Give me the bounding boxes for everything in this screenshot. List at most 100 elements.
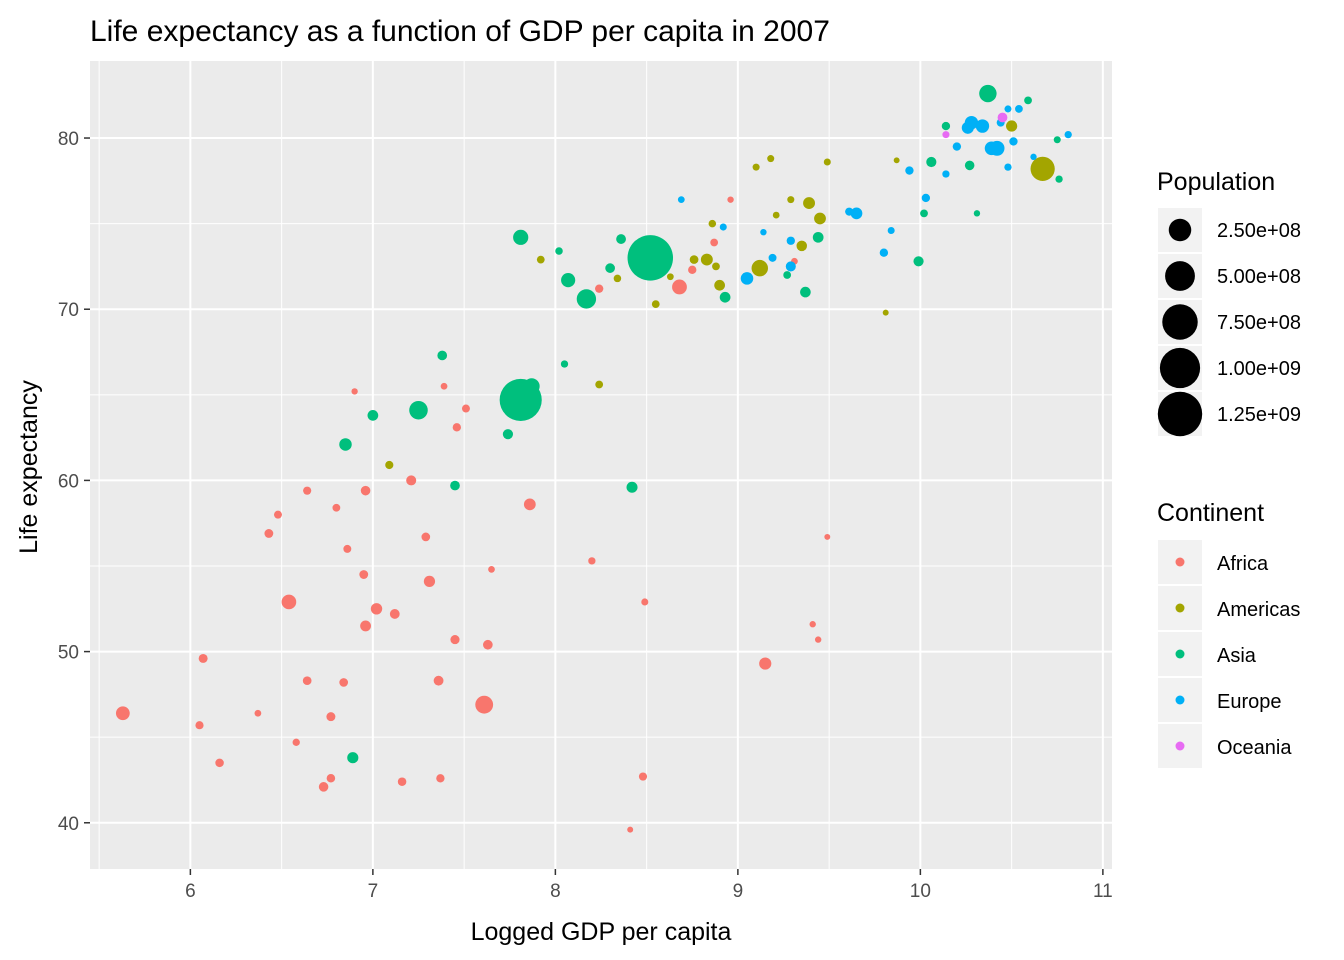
point-africa: [281, 594, 297, 610]
point-africa: [436, 774, 445, 783]
continent-legend-label-europe: Europe: [1217, 691, 1282, 713]
y-axis: 40 50 60 70 80: [58, 129, 90, 835]
point-europe: [786, 236, 795, 245]
point-africa: [759, 657, 772, 670]
point-americas: [385, 460, 394, 470]
point-americas: [814, 212, 826, 225]
point-europe: [942, 170, 950, 178]
point-europe: [952, 142, 962, 151]
point-africa: [433, 675, 444, 686]
point-americas: [796, 240, 808, 252]
point-asia: [347, 752, 359, 764]
y-axis-title: Life expectancy: [15, 380, 43, 554]
point-europe: [1015, 105, 1023, 113]
point-europe: [1064, 130, 1072, 139]
point-asia: [979, 84, 997, 103]
point-asia: [450, 480, 460, 491]
point-asia: [339, 438, 352, 451]
point-europe: [719, 223, 727, 231]
point-oceania: [997, 112, 1008, 123]
point-africa: [588, 557, 596, 565]
point-asia: [561, 273, 576, 288]
point-asia: [719, 291, 731, 303]
point-africa: [339, 678, 349, 687]
y-tick-label: 80: [58, 129, 79, 150]
point-europe: [879, 248, 889, 257]
point-europe: [1009, 137, 1018, 146]
population-legend-key: [1159, 347, 1201, 389]
point-americas: [893, 157, 900, 164]
point-africa: [809, 621, 816, 628]
point-africa: [727, 196, 734, 203]
point-americas: [700, 253, 713, 266]
point-asia: [626, 481, 638, 493]
major-gridlines: [90, 61, 1112, 869]
point-africa: [343, 544, 352, 553]
continent-legend-key-asia: [1175, 649, 1185, 659]
point-americas: [595, 380, 604, 389]
continent-legend-label-americas: Americas: [1217, 599, 1300, 621]
point-africa: [326, 712, 336, 722]
point-africa: [254, 709, 262, 717]
y-tick-label: 50: [58, 643, 79, 664]
point-africa: [814, 636, 822, 643]
point-africa: [688, 265, 697, 275]
point-americas: [651, 300, 660, 308]
point-asia: [941, 121, 951, 131]
continent-legend-key-americas: [1175, 603, 1185, 613]
point-asia: [1055, 175, 1063, 183]
point-oceania: [942, 131, 950, 139]
point-africa: [483, 639, 493, 650]
point-europe: [1004, 163, 1012, 171]
point-africa: [641, 598, 649, 606]
point-europe: [785, 261, 796, 272]
x-axis: 6 7 8 9 10 11: [185, 869, 1113, 902]
point-africa: [264, 529, 274, 538]
point-asia: [513, 229, 529, 245]
point-africa: [488, 566, 495, 573]
population-legend-label: 5.00e+08: [1217, 266, 1301, 288]
point-africa: [523, 498, 536, 511]
point-africa: [406, 475, 417, 486]
point-africa: [450, 635, 460, 645]
point-americas: [613, 274, 622, 283]
point-europe: [1004, 105, 1012, 113]
point-africa: [389, 609, 400, 619]
y-tick-label: 60: [58, 471, 79, 492]
point-americas: [666, 273, 674, 281]
point-africa: [440, 382, 448, 390]
point-asia: [783, 271, 792, 279]
point-asia: [560, 360, 569, 368]
point-africa: [273, 510, 282, 519]
point-asia: [605, 263, 615, 273]
x-tick-label: 7: [368, 881, 379, 902]
continent-legend-key-africa: [1175, 557, 1185, 567]
population-legend-key: [1165, 261, 1195, 291]
point-africa: [326, 774, 336, 783]
y-tick-label: 70: [58, 300, 79, 321]
point-americas: [772, 211, 780, 219]
point-americas: [882, 309, 889, 316]
point-africa: [824, 533, 831, 540]
point-europe: [964, 115, 979, 130]
point-europe: [677, 196, 685, 204]
point-africa: [710, 238, 719, 247]
point-africa: [638, 772, 648, 781]
point-europe: [1030, 153, 1037, 161]
point-africa: [303, 486, 312, 495]
population-legend-label: 1.00e+09: [1217, 358, 1301, 380]
point-africa: [302, 676, 312, 686]
point-europe: [905, 166, 914, 175]
point-africa: [359, 570, 369, 579]
point-africa: [397, 777, 407, 786]
x-tick-label: 10: [910, 881, 931, 902]
point-africa: [360, 620, 371, 632]
population-legend-label: 1.25e+09: [1217, 404, 1301, 426]
point-africa: [423, 575, 436, 588]
point-americas: [536, 255, 545, 264]
chart-title: Life expectancy as a function of GDP per…: [90, 15, 830, 48]
population-legend-key: [1162, 304, 1198, 340]
point-africa: [351, 388, 358, 395]
population-legend-label: 7.50e+08: [1217, 312, 1301, 334]
x-tick-label: 6: [185, 881, 196, 902]
